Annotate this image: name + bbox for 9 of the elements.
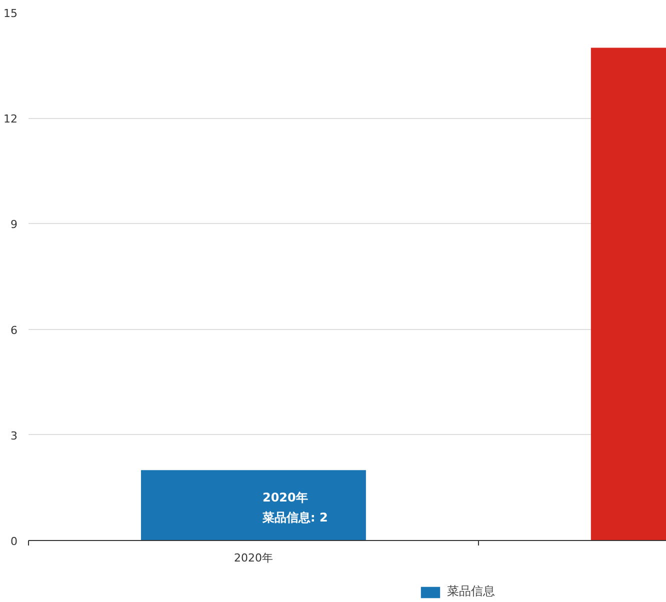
y-tick-label: 15 bbox=[4, 7, 18, 20]
annotation: 2020年 bbox=[262, 490, 308, 504]
y-tick-label: 9 bbox=[10, 218, 18, 232]
y-tick-label: 3 bbox=[10, 429, 18, 442]
y-tick-label: 0 bbox=[10, 535, 18, 548]
annotation: 菜品信息: 2 bbox=[261, 510, 328, 524]
legend-label: 菜品信息 bbox=[447, 583, 495, 600]
y-tick-label: 12 bbox=[4, 112, 18, 126]
y-tick-label: 6 bbox=[10, 324, 18, 337]
